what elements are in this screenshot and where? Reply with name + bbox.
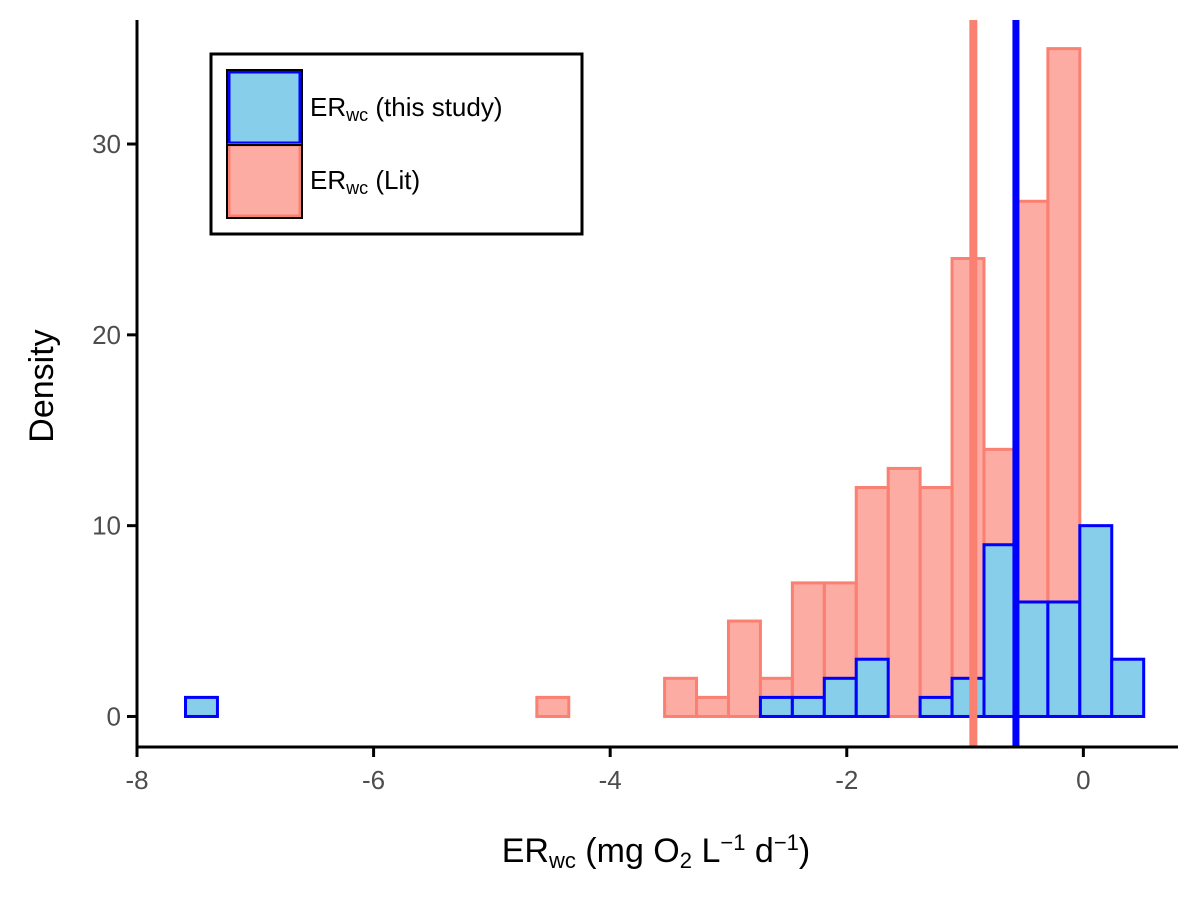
y-tick-label: 30	[92, 129, 121, 159]
axes: -8 -6 -4 -2 0 0 10 20 30	[92, 20, 1178, 795]
y-axis-title: Density	[23, 329, 61, 442]
bar-this-study	[854, 657, 890, 718]
legend-key-this-study	[227, 70, 302, 145]
bar-this-study	[1014, 600, 1050, 718]
y-tick-label: 0	[107, 701, 121, 731]
legend-key-lit-outline	[226, 144, 303, 219]
bar-lit	[535, 695, 571, 718]
bar-this-study	[918, 695, 954, 718]
legend: ERwc (this study) ERwc (Lit)	[209, 52, 584, 236]
y-tick-label: 10	[92, 511, 121, 541]
x-axis-title: ERwc (mg O2 L−1 d−1)	[502, 830, 811, 873]
bar-this-study	[950, 676, 986, 718]
legend-key-lit	[227, 143, 302, 218]
bar-this-study	[790, 695, 826, 718]
bar-this-study	[758, 695, 794, 718]
bar-this-study	[982, 543, 1018, 718]
y-ticks: 0 10 20 30	[92, 129, 137, 731]
x-tick-label: 0	[1076, 765, 1090, 795]
x-tick-label: -2	[835, 765, 858, 795]
bar-lit	[918, 485, 954, 718]
y-tick-label: 20	[92, 320, 121, 350]
bar-this-study	[184, 695, 219, 718]
x-tick-label: -4	[599, 765, 622, 795]
bar-this-study	[1046, 600, 1082, 718]
bar-lit	[886, 466, 922, 718]
bar-lit	[950, 257, 986, 718]
legend-label-this-study: ERwc (this study)	[310, 92, 503, 125]
bar-this-study	[1078, 524, 1114, 718]
plot-area	[184, 20, 1146, 747]
x-tick-label: -6	[362, 765, 385, 795]
bar-this-study	[1110, 657, 1146, 718]
bar-lit	[695, 695, 730, 718]
x-tick-label: -8	[125, 765, 148, 795]
x-ticks: -8 -6 -4 -2 0	[125, 747, 1091, 795]
bar-lit	[663, 676, 699, 718]
bar-lit	[726, 619, 762, 718]
bar-this-study	[822, 676, 858, 718]
legend-label-lit: ERwc (Lit)	[310, 165, 420, 198]
